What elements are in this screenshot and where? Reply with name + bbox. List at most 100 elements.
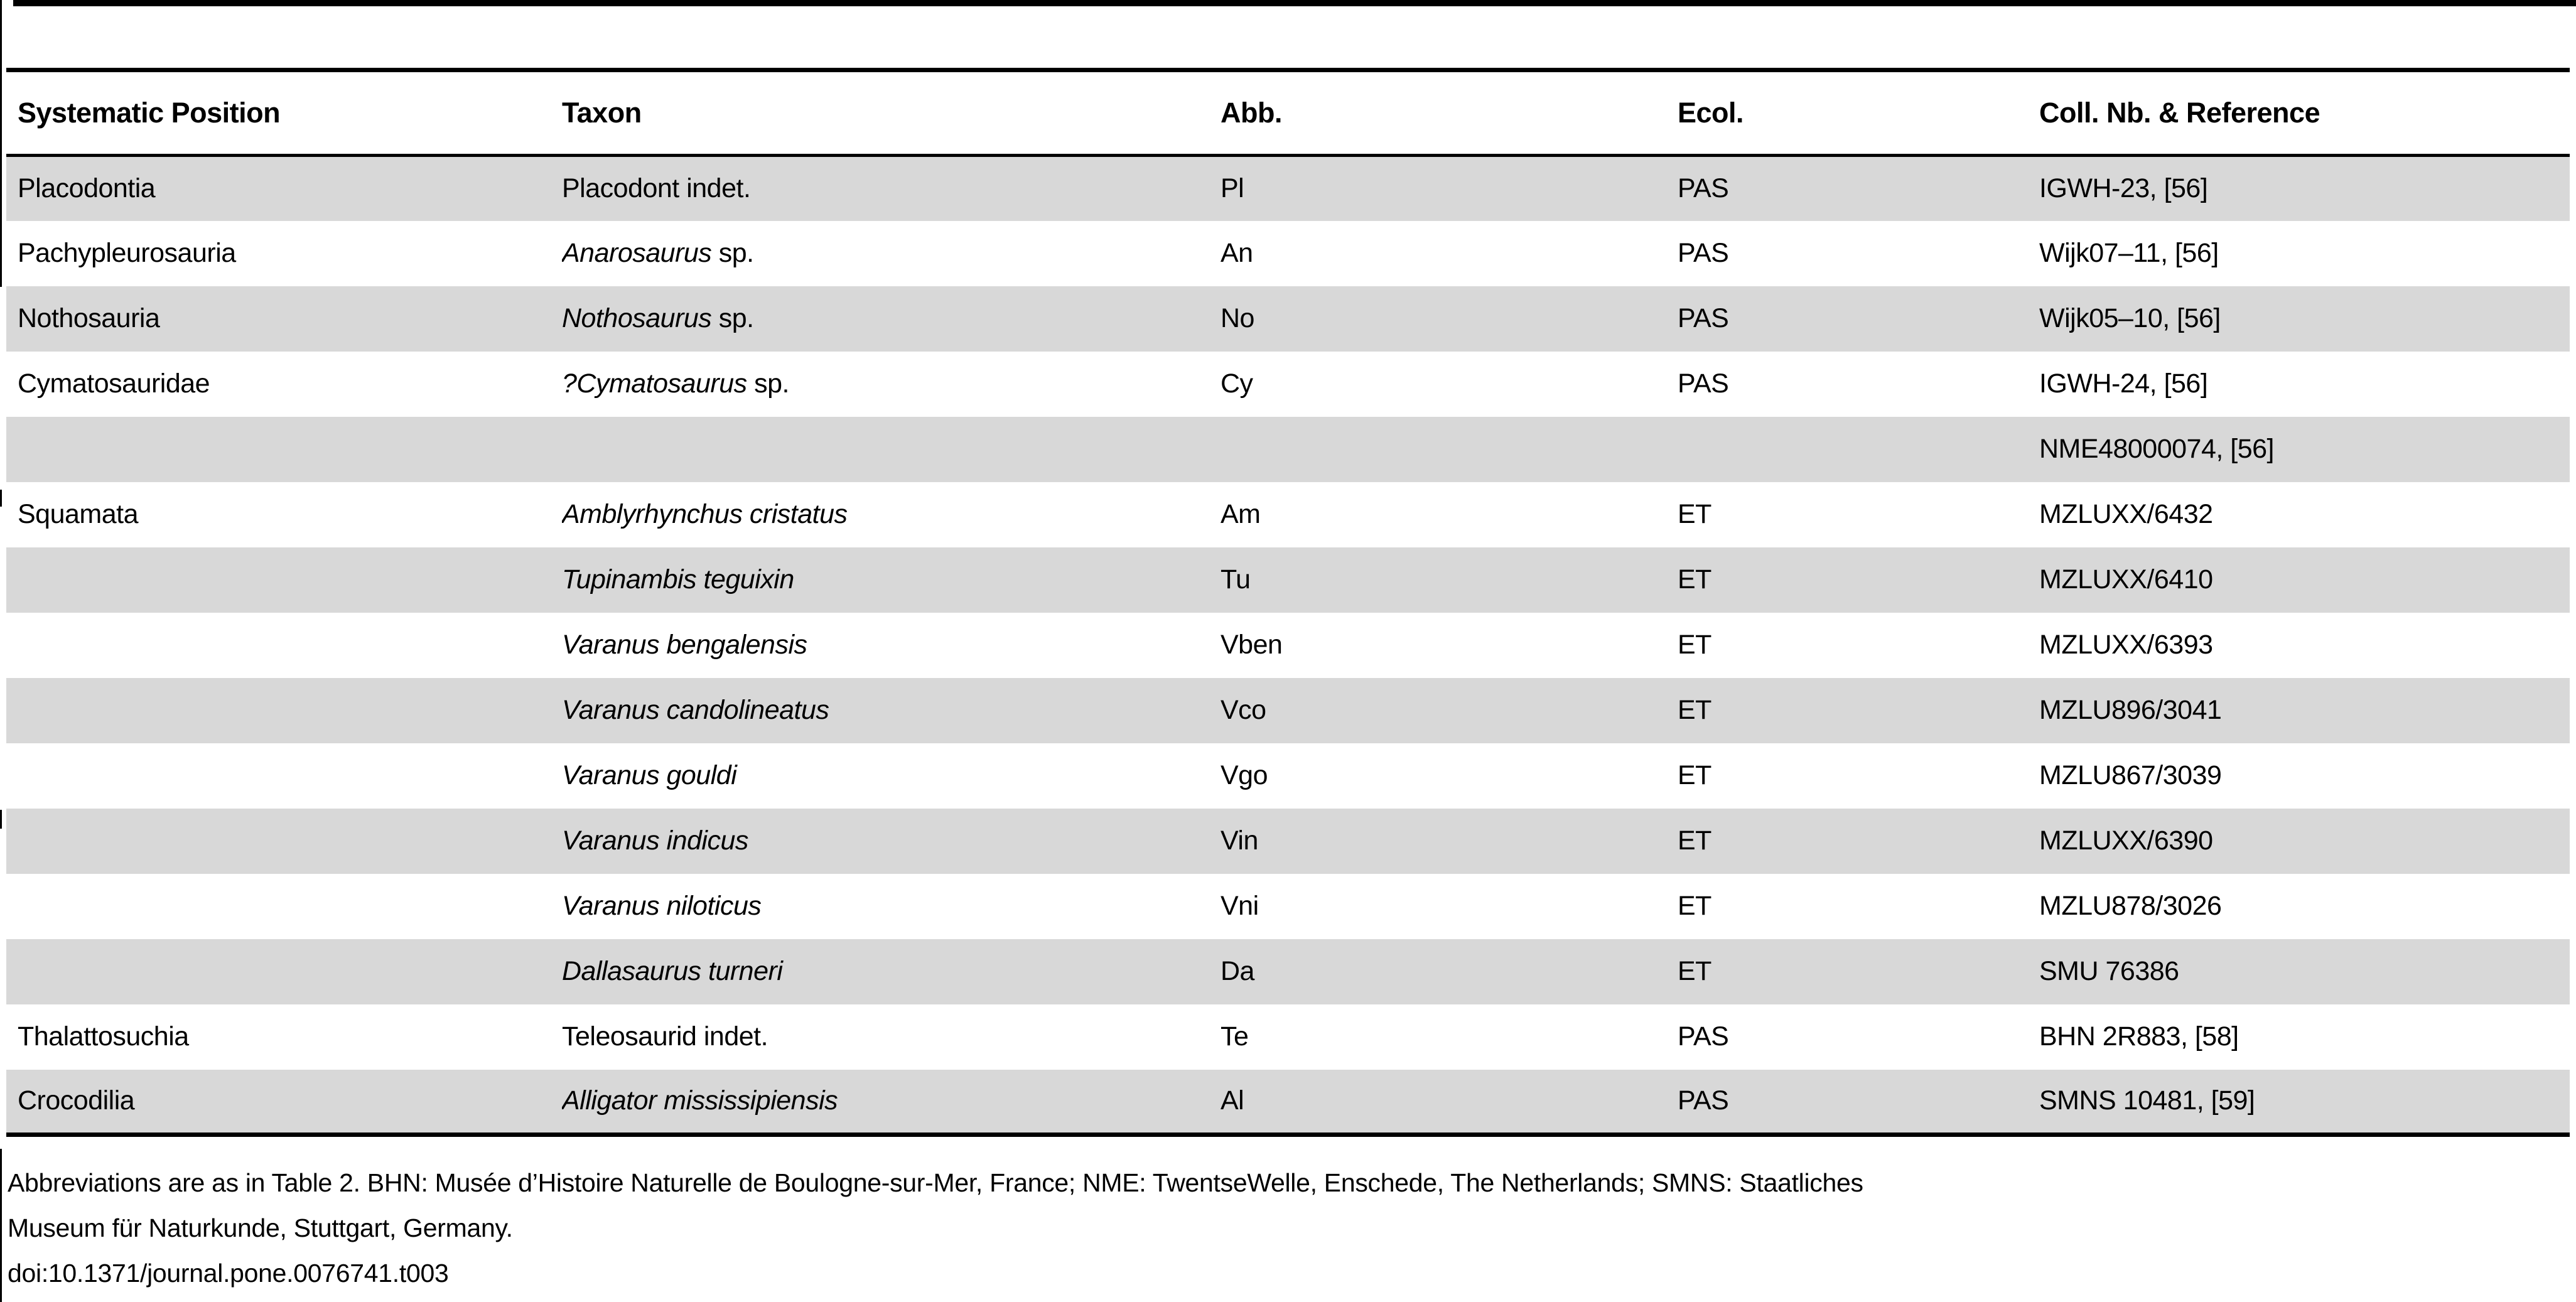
cell-abb: Vin xyxy=(1221,826,1258,856)
cell-ecol: PAS xyxy=(1678,1021,1729,1052)
table-row: Varanus indicus Vin ET MZLUXX/6390 xyxy=(6,808,2570,874)
cell-abb: Cy xyxy=(1221,369,1253,399)
col-header-systematic-position: Systematic Position xyxy=(6,70,562,157)
cell-taxon: Varanus gouldi xyxy=(562,743,1221,809)
cell-taxon: Dallasaurus turneri xyxy=(562,939,1221,1004)
cell-coll-ref: MZLUXX/6393 xyxy=(2039,630,2213,660)
cell-systematic-position: Pachypleurosauria xyxy=(18,238,236,268)
taxon-italic: Tupinambis teguixin xyxy=(562,564,794,595)
taxon-italic: Varanus candolineatus xyxy=(562,695,829,725)
cell-systematic-position xyxy=(6,743,562,809)
cell-taxon: Tupinambis teguixin xyxy=(562,547,1221,613)
cell-systematic-position xyxy=(6,613,562,678)
taxon-roman: Placodont indet. xyxy=(562,173,751,204)
cell-ecol: ET xyxy=(1678,695,1711,725)
cell-taxon: Nothosaurus sp. xyxy=(562,286,1221,352)
cell-systematic-position xyxy=(6,678,562,743)
cell-abb: Tu xyxy=(1221,564,1251,595)
taxon-italic: ?Cymatosaurus xyxy=(562,369,747,399)
cell-abb: Da xyxy=(1221,956,1254,986)
table-header: Systematic Position Taxon Abb. Ecol. Col… xyxy=(6,70,2570,157)
specimen-table: Systematic Position Taxon Abb. Ecol. Col… xyxy=(6,68,2570,1137)
table-row: Dallasaurus turneri Da ET SMU 76386 xyxy=(6,939,2570,1004)
cell-ecol: ET xyxy=(1678,760,1711,790)
table-row: NME48000074, [56] xyxy=(6,416,2570,482)
table-row: Cymatosauridae ?Cymatosaurus sp. Cy PAS … xyxy=(6,352,2570,417)
cell-coll-ref: IGWH-23, [56] xyxy=(2039,173,2208,204)
footnote-line-1: Abbreviations are as in Table 2. BHN: Mu… xyxy=(8,1168,1863,1197)
table-row: Pachypleurosauria Anarosaurus sp. An PAS… xyxy=(6,221,2570,286)
cell-systematic-position xyxy=(6,874,562,939)
cell-systematic-position xyxy=(6,417,562,482)
cell-abb: Pl xyxy=(1221,173,1244,204)
cell-taxon xyxy=(562,417,1221,482)
cell-coll-ref: MZLU896/3041 xyxy=(2039,695,2222,725)
footnote-line-2: Museum für Naturkunde, Stuttgart, German… xyxy=(8,1213,513,1242)
cell-ecol: PAS xyxy=(1678,1085,1729,1116)
footnote-doi: doi:10.1371/journal.pone.0076741.t003 xyxy=(8,1259,449,1288)
col-header-abb: Abb. xyxy=(1221,70,1678,157)
cell-taxon: Placodont indet. xyxy=(562,156,1221,221)
table-row: Squamata Amblyrhynchus cristatus Am ET M… xyxy=(6,482,2570,547)
table-row: Crocodilia Alligator mississipiensis Al … xyxy=(6,1069,2570,1135)
taxon-italic: Alligator mississipiensis xyxy=(562,1085,838,1116)
cell-ecol: ET xyxy=(1678,826,1711,856)
cell-taxon: Varanus niloticus xyxy=(562,874,1221,939)
cell-ecol: ET xyxy=(1678,499,1711,529)
cell-coll-ref: MZLU867/3039 xyxy=(2039,760,2222,790)
cell-taxon: Varanus candolineatus xyxy=(562,678,1221,743)
cell-systematic-position xyxy=(6,547,562,613)
table-row: Placodontia Placodont indet. Pl PAS IGWH… xyxy=(6,155,2570,221)
taxon-italic: Anarosaurus xyxy=(562,238,712,268)
cell-abb: Am xyxy=(1221,499,1261,529)
cell-coll-ref: Wijk07–11, [56] xyxy=(2039,238,2219,268)
cell-ecol xyxy=(1678,417,2039,482)
cell-systematic-position: Squamata xyxy=(18,499,139,529)
table-row: Varanus candolineatus Vco ET MZLU896/304… xyxy=(6,677,2570,743)
cell-taxon: ?Cymatosaurus sp. xyxy=(562,352,1221,417)
cell-ecol: PAS xyxy=(1678,369,1729,399)
col-header-ecol: Ecol. xyxy=(1678,70,2039,157)
taxon-roman: sp. xyxy=(711,303,754,333)
cell-taxon: Amblyrhynchus cristatus xyxy=(562,482,1221,547)
table-row: Varanus bengalensis Vben ET MZLUXX/6393 xyxy=(6,613,2570,678)
table-row: Tupinambis teguixin Tu ET MZLUXX/6410 xyxy=(6,547,2570,613)
cell-coll-ref: Wijk05–10, [56] xyxy=(2039,303,2221,333)
table-row: Varanus gouldi Vgo ET MZLU867/3039 xyxy=(6,743,2570,809)
cell-abb: Vben xyxy=(1221,630,1283,660)
cell-coll-ref: MZLUXX/6390 xyxy=(2039,826,2213,856)
table-body: Placodontia Placodont indet. Pl PAS IGWH… xyxy=(6,155,2570,1135)
cell-abb: No xyxy=(1221,303,1254,333)
cell-coll-ref: SMNS 10481, [59] xyxy=(2039,1085,2255,1116)
cell-abb: Vni xyxy=(1221,891,1259,921)
col-header-coll-reference: Coll. Nb. & Reference xyxy=(2039,70,2570,157)
taxon-italic: Nothosaurus xyxy=(562,303,712,333)
cell-coll-ref: SMU 76386 xyxy=(2039,956,2179,986)
taxon-italic: Varanus indicus xyxy=(562,826,748,856)
left-edge-artifact xyxy=(0,810,2,829)
cell-systematic-position: Nothosauria xyxy=(18,303,160,333)
taxon-italic: Amblyrhynchus cristatus xyxy=(562,499,848,529)
cell-abb: An xyxy=(1221,238,1253,268)
table-row: Thalattosuchia Teleosaurid indet. Te PAS… xyxy=(6,1004,2570,1070)
taxon-italic: Varanus gouldi xyxy=(562,760,737,790)
cell-taxon: Teleosaurid indet. xyxy=(562,1004,1221,1070)
taxon-italic: Varanus bengalensis xyxy=(562,630,807,660)
taxon-roman: sp. xyxy=(711,238,754,268)
cell-systematic-position: Placodontia xyxy=(18,173,156,204)
cell-systematic-position: Cymatosauridae xyxy=(18,369,210,399)
left-edge-artifact xyxy=(0,1149,2,1302)
cell-ecol: PAS xyxy=(1678,173,1729,204)
left-edge-artifact xyxy=(0,0,2,287)
taxon-italic: Varanus niloticus xyxy=(562,891,762,921)
col-header-taxon: Taxon xyxy=(562,70,1221,157)
cell-ecol: ET xyxy=(1678,956,1711,986)
cell-systematic-position xyxy=(6,809,562,874)
cell-systematic-position xyxy=(6,939,562,1004)
cell-ecol: PAS xyxy=(1678,303,1729,333)
cell-taxon: Varanus bengalensis xyxy=(562,613,1221,678)
cell-taxon: Alligator mississipiensis xyxy=(562,1070,1221,1135)
top-rule-bar xyxy=(13,0,2576,6)
table-row: Nothosauria Nothosaurus sp. No PAS Wijk0… xyxy=(6,286,2570,352)
